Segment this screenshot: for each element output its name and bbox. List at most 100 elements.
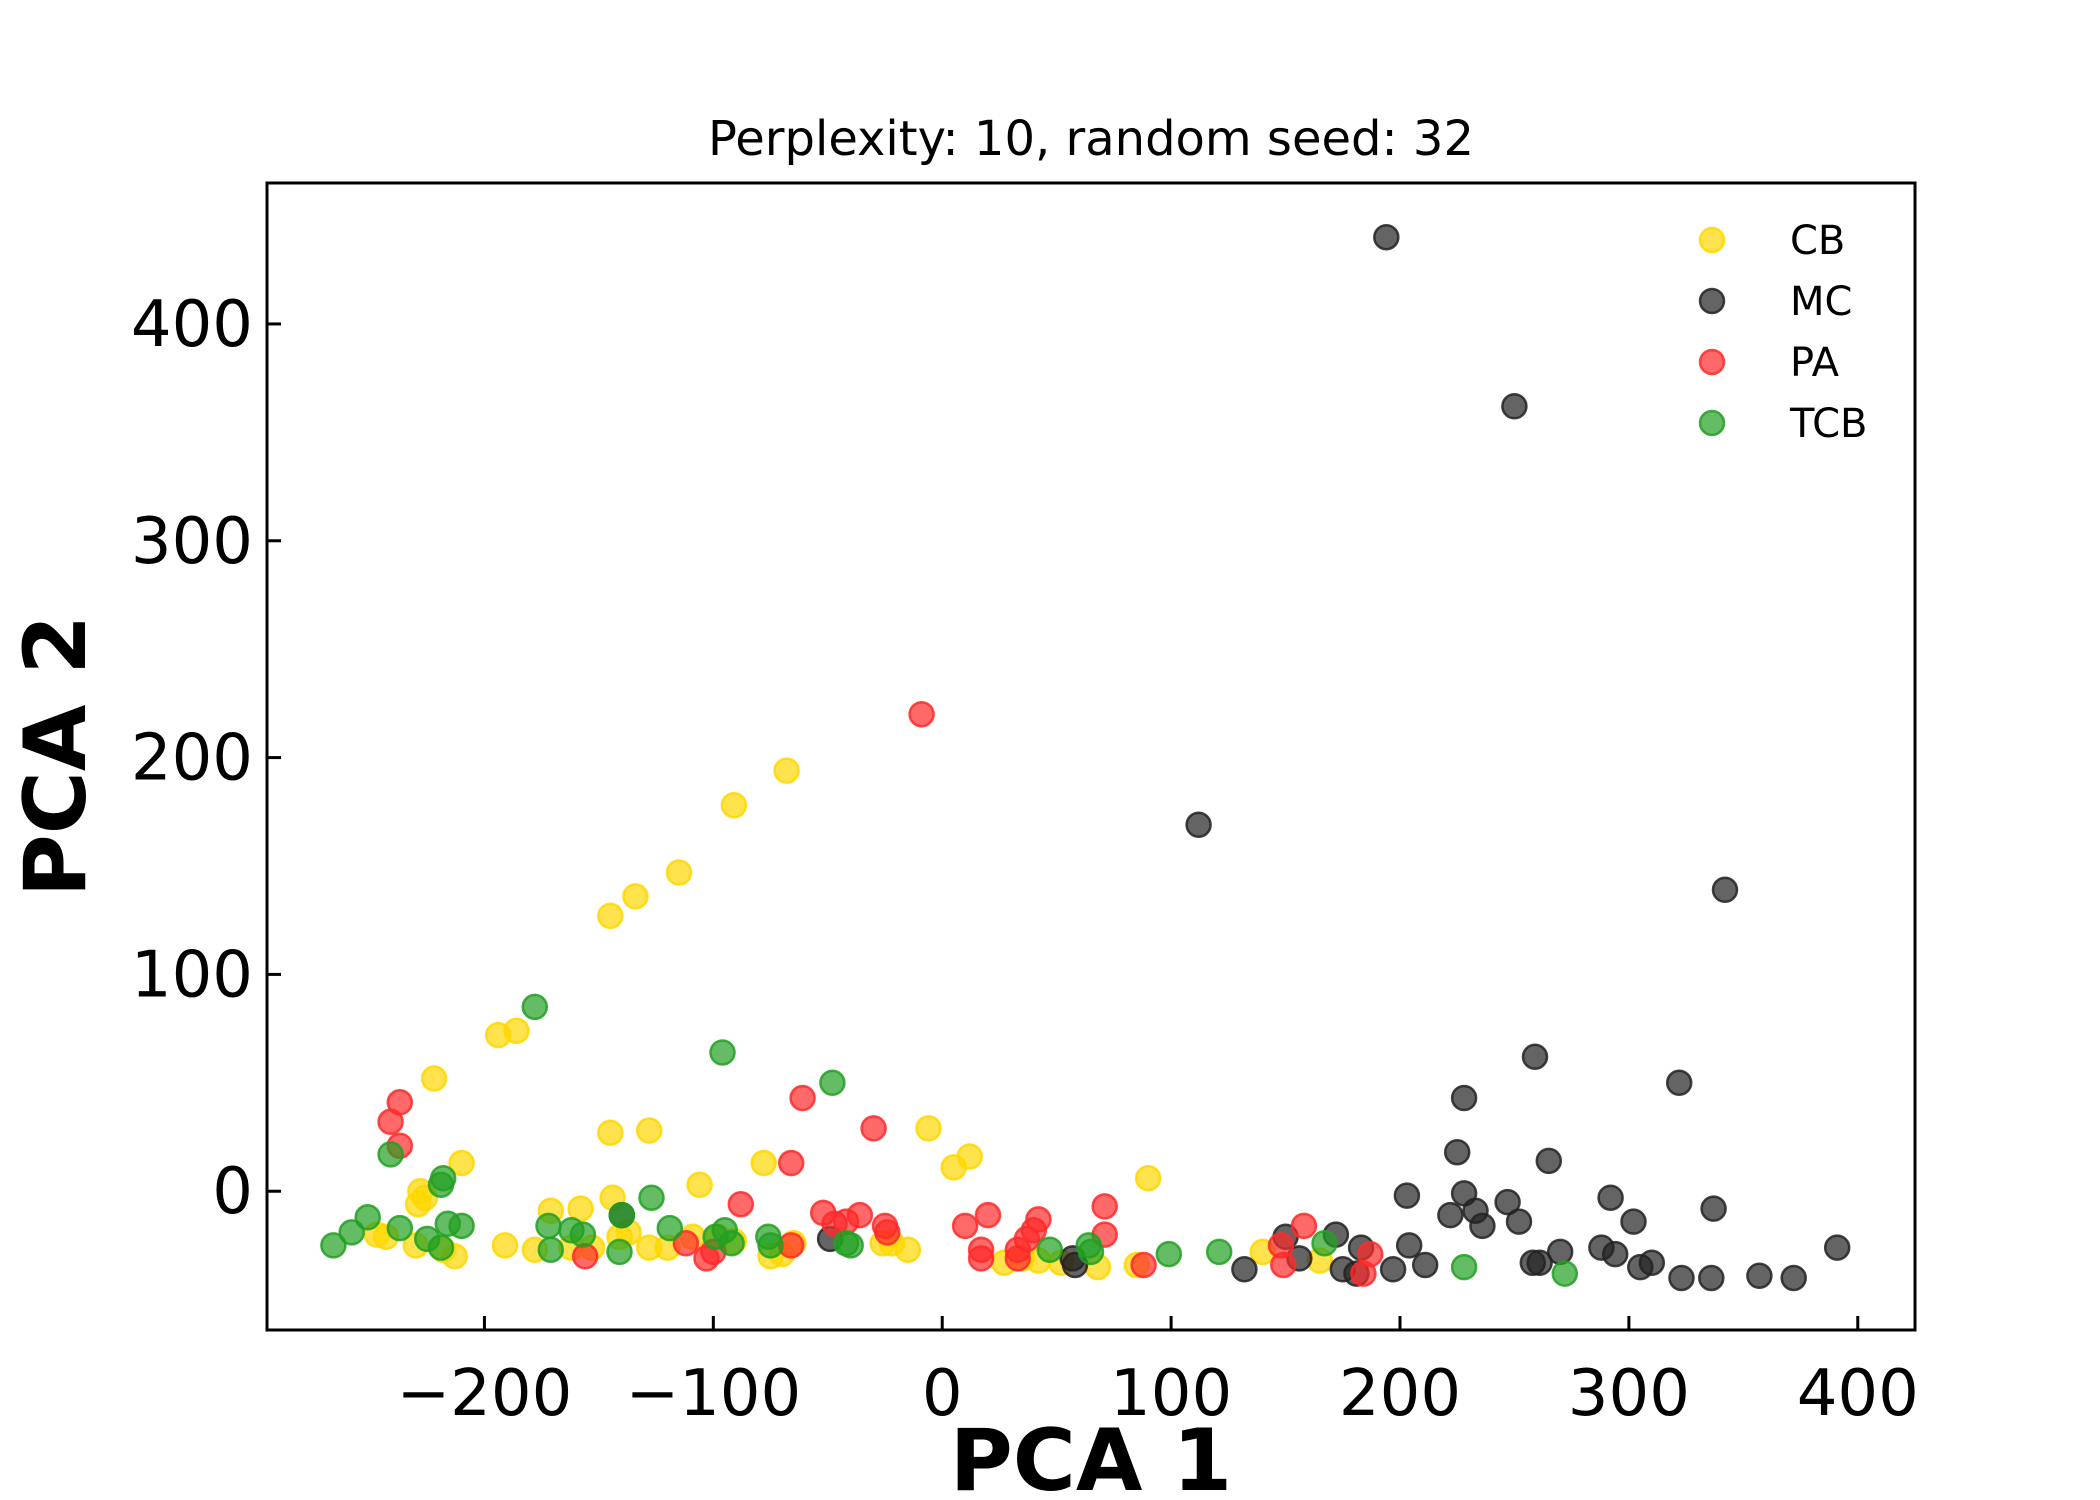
point-tcb [656,1214,684,1242]
point-tcb [1077,1238,1105,1266]
point-pa [1356,1240,1384,1268]
legend-marker-cb [1698,226,1726,254]
point-mc [1231,1256,1258,1283]
y-tick-label: 100 [131,938,253,1012]
point-cb [491,1232,519,1259]
point-mc [1601,1240,1629,1268]
legend-marker-mc [1698,287,1726,315]
point-mc [1535,1147,1563,1175]
point-tcb [819,1069,846,1097]
point-cb [750,1149,777,1177]
point-tcb [386,1214,414,1242]
point-pa [571,1243,599,1270]
point-cb [635,1117,663,1144]
point-cb [404,1190,432,1218]
point-mc [1546,1238,1574,1266]
point-mc [1411,1251,1439,1279]
point-tcb [1450,1253,1478,1281]
point-tcb [608,1201,636,1229]
point-mc [1395,1232,1423,1259]
plot-area-frame [265,181,1917,1332]
point-tcb [837,1232,864,1259]
point-mc [1373,223,1400,251]
point-pa [874,1219,901,1246]
point-pa [789,1084,816,1112]
point-tcb [427,1234,455,1261]
point-pa [1091,1193,1118,1220]
point-cb [956,1143,983,1170]
legend-label-mc: MC [1790,279,1852,325]
point-mc [1698,1264,1725,1292]
point-mc [1494,1188,1521,1216]
y-axis-label: PCA 2 [6,615,106,897]
point-cb [686,1171,713,1198]
y-axis-ticks: 0 100 200 300 400 [131,288,281,1229]
point-cb [665,859,693,886]
x-tick-label: 200 [1339,1357,1461,1431]
point-tcb [427,1171,455,1198]
point-pa [908,700,935,728]
point-pa [1290,1212,1318,1240]
point-mc [1700,1195,1727,1222]
data-points [320,223,1851,1292]
chart-title: Perplexity: 10, random seed: 32 [708,111,1474,167]
legend: CB MC PA TCB [1698,218,1867,447]
point-mc [1393,1182,1421,1209]
legend-marker-tcb [1698,409,1726,437]
point-tcb [1205,1238,1233,1266]
point-cb [503,1017,530,1045]
x-tick-label: 0 [922,1357,963,1431]
x-tick-label: 400 [1797,1357,1919,1431]
point-pa [974,1201,1002,1229]
point-tcb [1551,1260,1579,1287]
point-mc [1450,1084,1478,1112]
point-tcb [757,1232,784,1259]
point-pa [846,1201,874,1229]
point-cb [448,1149,475,1177]
point-tcb [537,1236,565,1264]
point-tcb [377,1141,404,1168]
x-tick-label: −200 [397,1357,573,1431]
point-tcb [1036,1236,1064,1264]
point-tcb [338,1219,365,1246]
legend-label-cb: CB [1790,218,1845,264]
point-pa [1025,1206,1052,1233]
point-pa [727,1190,755,1218]
point-mc [1823,1234,1851,1261]
point-mc [1668,1264,1695,1292]
point-mc [1437,1201,1464,1229]
legend-label-tcb: TCB [1789,401,1867,447]
point-mc [1526,1249,1553,1277]
point-tcb [521,993,549,1021]
point-mc [1521,1043,1549,1071]
point-mc [1620,1208,1647,1235]
point-tcb [448,1212,475,1240]
point-cb [597,1119,624,1146]
x-tick-label: −100 [625,1357,801,1431]
point-cb [622,883,649,910]
y-tick-label: 400 [131,288,253,362]
point-tcb [1311,1230,1338,1257]
point-cb [597,902,624,930]
point-pa [967,1245,995,1272]
point-mc [1711,876,1739,904]
point-tcb [718,1230,745,1257]
point-mc [1185,811,1212,839]
point-pa [1270,1251,1297,1279]
legend-label-pa: PA [1790,340,1840,386]
x-axis-ticks: −200 −100 0 100 200 300 400 [397,1316,1919,1431]
point-tcb [354,1204,381,1231]
point-mc [1665,1069,1693,1097]
point-mc [1638,1249,1666,1277]
point-cb [1134,1164,1162,1192]
point-pa [377,1108,404,1136]
point-mc [1443,1138,1471,1166]
point-tcb [606,1238,633,1266]
point-pa [951,1212,979,1240]
point-tcb [535,1212,562,1240]
point-mc [1597,1184,1624,1211]
y-tick-label: 300 [131,505,253,579]
point-cb [420,1065,448,1092]
y-tick-label: 0 [212,1155,253,1229]
